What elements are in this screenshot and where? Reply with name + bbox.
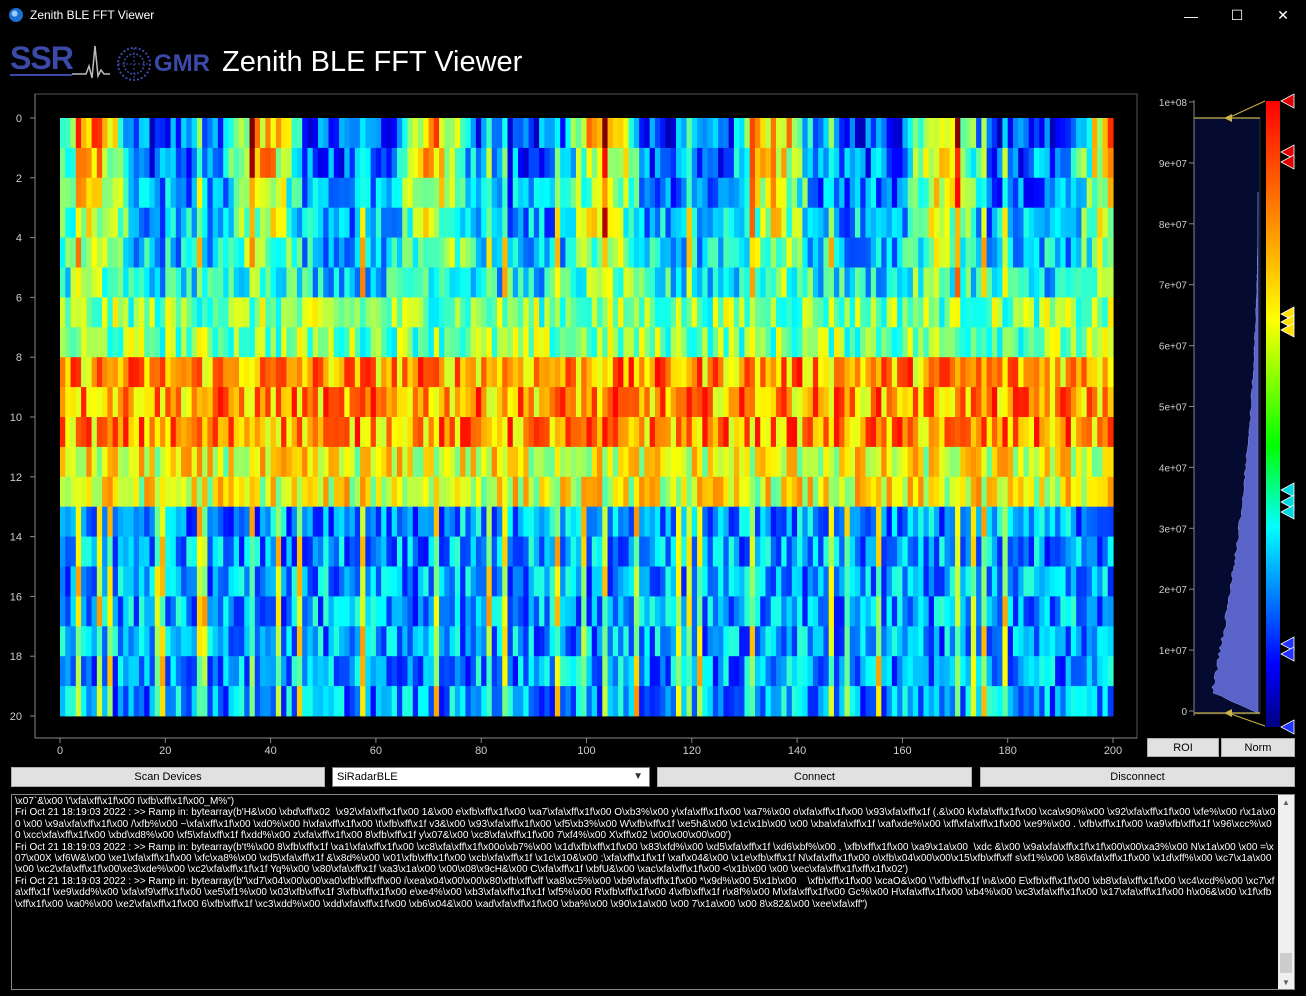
histogram-tick-label: 0 — [1181, 707, 1187, 718]
ssr-logo-underline — [10, 74, 72, 76]
x-tick-label: 40 — [264, 745, 276, 757]
x-tick-label: 120 — [683, 745, 701, 757]
y-tick-label: 16 — [10, 591, 22, 603]
heatmap-y-axis: 0 2 4 6 8 10 12 14 16 18 20 — [10, 94, 36, 738]
wave-logo-icon — [72, 45, 110, 79]
x-tick-label: 160 — [893, 745, 911, 757]
app-icon — [9, 8, 23, 22]
histogram-tick-label: 3e+07 — [1159, 524, 1188, 535]
gradient-handle[interactable] — [1280, 504, 1295, 520]
x-tick-label: 0 — [57, 745, 63, 757]
y-tick-label: 2 — [16, 173, 22, 185]
log-line: Fri Oct 21 18:19:03 2022 : >> Ramp in: b… — [15, 841, 1275, 876]
scroll-thumb[interactable] — [1280, 953, 1292, 973]
x-tick-label: 20 — [159, 745, 171, 757]
scroll-up-icon[interactable]: ▲ — [1282, 797, 1290, 807]
y-tick-label: 14 — [10, 532, 22, 544]
log-line: \x07`&\x00 \'\xfa\xff\x1f\x00 I\xfb\xff\… — [15, 796, 235, 807]
histogram-tick-label: 9e+07 — [1159, 159, 1188, 170]
y-tick-label: 18 — [10, 651, 22, 663]
title-bar: Zenith BLE FFT Viewer — ☐ ✕ — [0, 0, 1306, 31]
gradient-handle[interactable] — [1280, 93, 1295, 109]
x-tick-label: 140 — [788, 745, 806, 757]
device-select-value: SiRadarBLE — [337, 771, 398, 783]
minimize-button[interactable]: — — [1184, 7, 1198, 24]
maximize-button[interactable]: ☐ — [1230, 7, 1244, 23]
x-tick-label: 100 — [577, 745, 595, 757]
gradient-handle[interactable] — [1280, 646, 1295, 662]
disconnect-button[interactable]: Disconnect — [980, 767, 1295, 787]
x-tick-label: 180 — [999, 745, 1017, 757]
connect-button[interactable]: Connect — [657, 767, 972, 787]
roi-button[interactable]: ROI — [1147, 738, 1219, 757]
histogram-tick-label: 2e+07 — [1159, 585, 1188, 596]
gradient-handles[interactable] — [1280, 93, 1295, 735]
globe-logo-icon — [117, 47, 151, 81]
device-select[interactable]: SiRadarBLE ▼ — [332, 767, 650, 787]
histogram-tick-label: 1e+08 — [1159, 98, 1188, 109]
heatmap-x-axis: 0 20 40 60 80 100 120 140 160 180 200 — [35, 737, 1137, 757]
chevron-down-icon: ▼ — [633, 771, 643, 782]
x-tick-label: 60 — [370, 745, 382, 757]
gradient-handle[interactable] — [1280, 322, 1295, 338]
x-tick-label: 200 — [1104, 745, 1122, 757]
norm-button[interactable]: Norm — [1221, 738, 1295, 757]
close-button[interactable]: ✕ — [1277, 7, 1289, 23]
plot-area: 0 20 40 60 80 100 120 140 160 180 200 024681012141… — [10, 93, 1295, 757]
histogram-tick-label: 4e+07 — [1159, 463, 1188, 474]
gradient-handle[interactable] — [1280, 494, 1295, 510]
y-tick-label: 12 — [10, 472, 22, 484]
y-tick-label: 4 — [16, 233, 22, 245]
gradient-handle[interactable] — [1280, 154, 1295, 170]
histogram-panel[interactable] — [1193, 100, 1266, 727]
color-gradient-bar[interactable] — [1266, 101, 1280, 727]
x-tick-label: 80 — [475, 745, 487, 757]
histogram-tick-label: 7e+07 — [1159, 281, 1188, 292]
y-tick-label: 10 — [10, 412, 22, 424]
histogram-axis: 1e+08 9e+07 8e+07 7e+07 6e+07 5e+07 4e+07 3e+07… — [1159, 98, 1195, 718]
fft-heatmap[interactable] — [60, 118, 1114, 717]
log-text: \x07`&\x00 \'\xfa\xff\x1f\x00 I\xfb\xff\… — [15, 796, 1277, 910]
log-scrollbar[interactable]: ▲ ▼ — [1278, 795, 1294, 989]
app-title: Zenith BLE FFT Viewer — [222, 46, 523, 78]
y-tick-label: 0 — [16, 113, 22, 125]
scroll-down-icon[interactable]: ▼ — [1282, 977, 1290, 987]
log-line: Fri Oct 21 18:19:03 2022 : >> Ramp in: b… — [15, 807, 1276, 842]
log-output[interactable]: \x07`&\x00 \'\xfa\xff\x1f\x00 I\xfb\xff\… — [11, 794, 1295, 990]
scan-devices-button[interactable]: Scan Devices — [11, 767, 325, 787]
histogram-distribution — [1211, 192, 1259, 714]
y-tick-label: 8 — [16, 352, 22, 364]
histogram-tick-label: 6e+07 — [1159, 342, 1188, 353]
y-tick-label: 20 — [10, 711, 22, 723]
histogram-tick-label: 8e+07 — [1159, 220, 1188, 231]
gradient-handle[interactable] — [1280, 719, 1295, 735]
window-title: Zenith BLE FFT Viewer — [30, 8, 155, 22]
ssr-logo: SSR — [10, 40, 74, 76]
gradient-handle[interactable] — [1280, 636, 1295, 652]
histogram-tick-label: 5e+07 — [1159, 403, 1188, 414]
gradient-handle[interactable] — [1280, 144, 1295, 160]
y-tick-label: 6 — [16, 292, 22, 304]
histogram-tick-label: 1e+07 — [1159, 646, 1188, 657]
gradient-handle[interactable] — [1280, 482, 1295, 498]
log-line: Fri Oct 21 18:19:03 2022 : >> Ramp in: b… — [15, 875, 1275, 910]
gmr-logo: GMR — [154, 50, 210, 77]
